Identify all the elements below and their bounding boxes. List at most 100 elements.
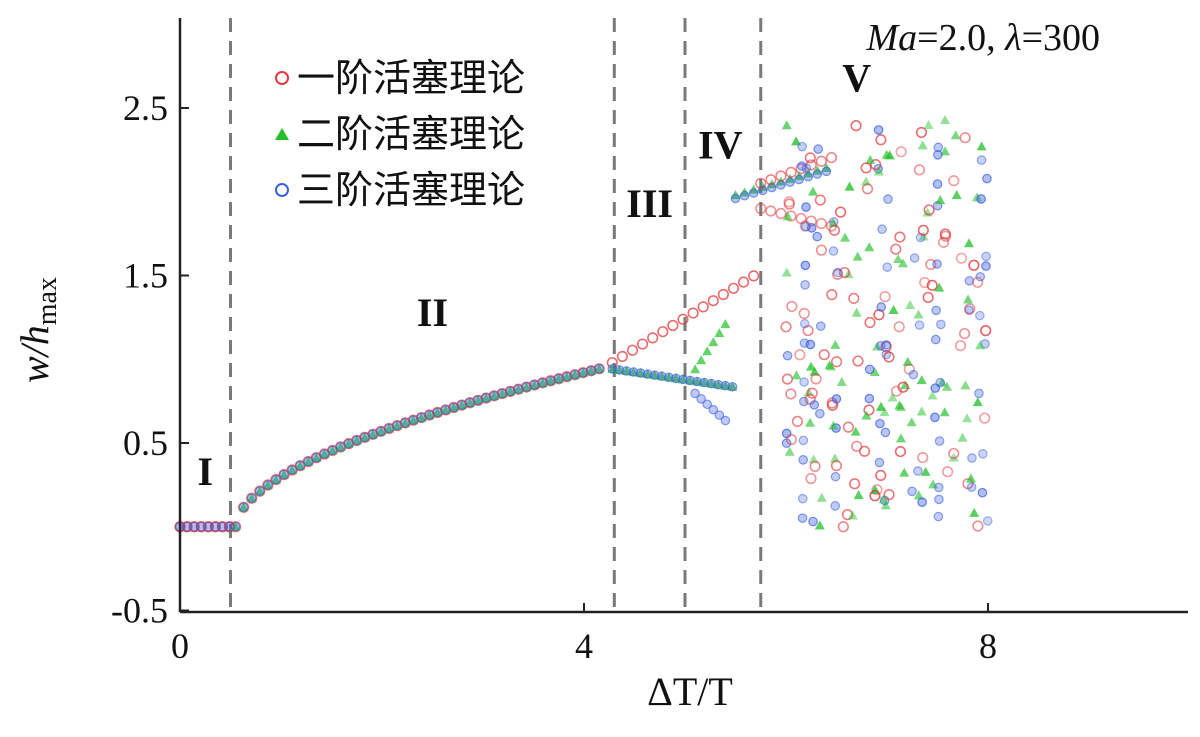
point-second-order <box>900 380 911 390</box>
point-second-order <box>708 337 719 347</box>
point-third-order <box>635 368 646 378</box>
point-first-order <box>959 132 971 144</box>
point-third-order <box>830 501 841 511</box>
point-third-order <box>877 224 887 234</box>
point-third-order <box>875 341 886 351</box>
point-second-order <box>969 507 980 517</box>
point-first-order <box>804 152 816 164</box>
point-second-order <box>416 412 427 422</box>
point-third-order <box>628 367 639 377</box>
point-second-order <box>782 211 793 221</box>
legend-label: 一阶活塞理论 <box>297 56 525 100</box>
legend-marker <box>275 183 289 197</box>
point-second-order <box>481 393 492 403</box>
point-third-order <box>594 364 604 374</box>
point-third-order <box>271 474 281 485</box>
y-tick-label: -0.5 <box>111 591 168 631</box>
point-third-order <box>767 182 777 193</box>
point-first-order <box>860 162 872 174</box>
point-second-order <box>960 380 971 390</box>
point-third-order <box>812 169 823 179</box>
point-second-order <box>230 521 241 531</box>
point-third-order <box>690 388 700 399</box>
point-first-order <box>913 164 925 176</box>
point-first-order <box>775 207 787 220</box>
point-second-order <box>814 520 825 530</box>
point-second-order <box>497 388 508 398</box>
point-third-order <box>933 482 944 493</box>
point-second-order <box>939 407 950 417</box>
point-third-order <box>798 455 808 465</box>
point-third-order <box>930 412 940 423</box>
point-third-order <box>803 171 814 182</box>
region-label: III <box>626 181 673 226</box>
point-third-order <box>815 408 825 419</box>
point-first-order <box>923 204 935 216</box>
point-first-order <box>941 466 954 478</box>
point-second-order <box>940 114 951 124</box>
point-first-order <box>858 445 871 457</box>
point-first-order <box>894 445 907 458</box>
point-second-order <box>521 382 532 392</box>
point-first-order <box>825 151 838 164</box>
point-third-order <box>936 319 946 330</box>
point-third-order <box>935 377 946 388</box>
point-second-order <box>830 339 841 349</box>
point-third-order <box>821 166 832 177</box>
point-third-order <box>975 310 985 321</box>
point-first-order <box>842 421 854 433</box>
point-second-order <box>432 407 443 417</box>
point-second-order <box>784 446 795 456</box>
point-third-order <box>685 375 695 386</box>
point-third-order <box>798 435 809 446</box>
point-first-order <box>954 340 967 352</box>
parameter-annotation: Ma=2.0, λ=300 <box>866 17 1101 59</box>
point-first-order <box>883 488 895 501</box>
point-third-order <box>874 457 885 468</box>
point-first-order <box>890 243 902 255</box>
point-second-order <box>972 397 983 407</box>
point-second-order <box>902 356 913 366</box>
point-second-order <box>400 417 411 427</box>
point-first-order <box>826 289 838 301</box>
point-third-order <box>727 381 738 392</box>
point-third-order <box>238 502 249 513</box>
point-first-order <box>849 478 861 490</box>
point-first-order <box>894 231 906 243</box>
point-second-order <box>392 420 403 430</box>
point-first-order <box>948 447 960 460</box>
point-first-order <box>727 282 740 294</box>
point-second-order <box>940 146 951 156</box>
point-third-order <box>808 516 818 527</box>
point-third-order <box>785 177 795 187</box>
point-first-order <box>737 276 750 288</box>
point-first-order <box>897 381 909 393</box>
point-third-order <box>933 142 944 153</box>
point-first-order <box>831 356 843 368</box>
point-second-order <box>384 423 395 433</box>
point-third-order <box>909 253 920 263</box>
point-first-order <box>871 484 883 496</box>
point-third-order <box>794 174 804 185</box>
point-third-order <box>713 379 724 390</box>
point-first-order <box>805 472 817 485</box>
point-third-order <box>882 262 893 272</box>
x-axis-title: ΔT/T <box>647 669 733 714</box>
point-third-order <box>982 516 993 526</box>
point-first-order <box>879 291 891 303</box>
point-third-order <box>982 173 992 184</box>
point-third-order <box>702 399 713 410</box>
point-second-order <box>456 400 467 410</box>
point-third-order <box>799 338 810 348</box>
point-second-order <box>951 190 962 200</box>
point-first-order <box>873 309 885 321</box>
point-second-order <box>537 377 548 387</box>
point-first-order <box>786 300 798 313</box>
point-first-order <box>794 349 806 361</box>
point-second-order <box>505 386 516 396</box>
point-second-order <box>874 166 885 176</box>
point-second-order <box>727 381 738 391</box>
point-second-order <box>844 181 855 191</box>
point-third-order <box>977 487 988 498</box>
point-first-order <box>917 451 929 464</box>
